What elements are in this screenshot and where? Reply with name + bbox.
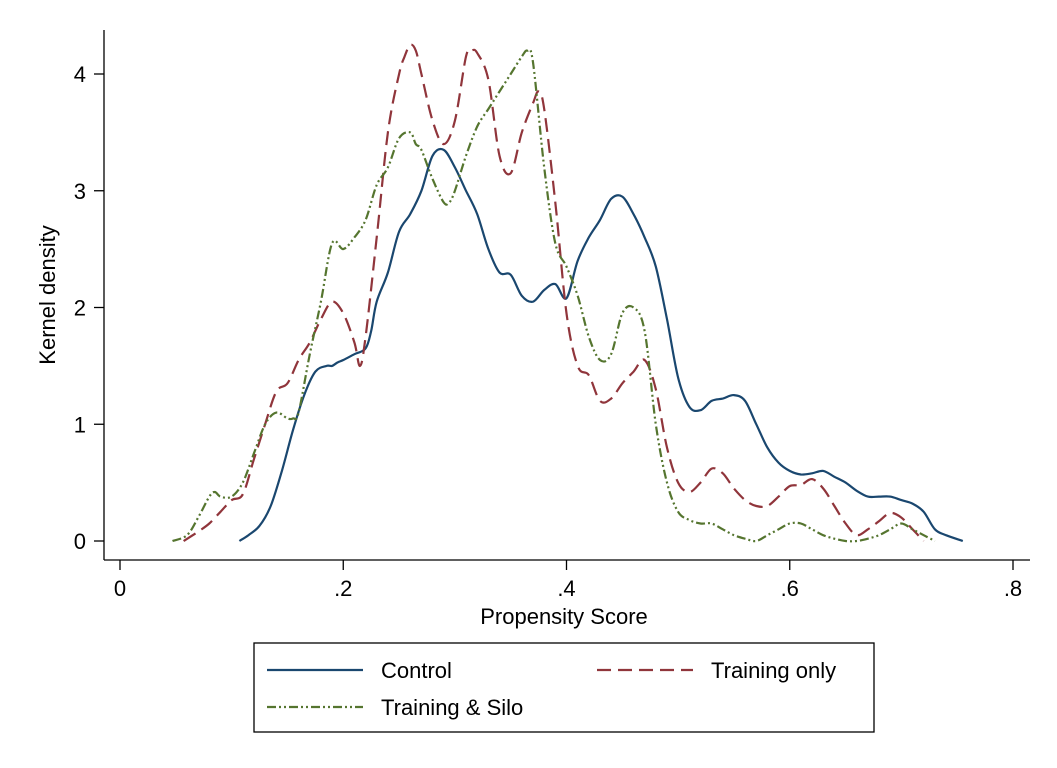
y-tick-label: 1 [74,412,86,437]
x-tick-label: .2 [334,576,352,601]
series-line-training-only [182,43,925,542]
x-axis-title: Propensity Score [480,604,648,629]
series-line-training-silo [172,48,936,543]
y-axis-title: Kernel density [35,225,60,364]
x-tick-label: .6 [781,576,799,601]
series-line-control [238,147,964,543]
legend: Control Training only Training & Silo [253,642,875,733]
legend-label-training-silo: Training & Silo [381,695,523,720]
y-ticks: 0 1 2 3 4 [74,62,104,554]
y-tick-label: 4 [74,62,86,87]
legend-box [253,642,875,733]
x-tick-label: 0 [114,576,126,601]
y-tick-label: 0 [74,529,86,554]
x-tick-label: .8 [1004,576,1022,601]
x-ticks: 0 .2 .4 .6 .8 [114,560,1022,601]
y-tick-label: 3 [74,179,86,204]
legend-label-control: Control [381,658,452,683]
legend-label-training-only: Training only [711,658,836,683]
y-tick-label: 2 [74,296,86,321]
x-tick-label: .4 [557,576,575,601]
series-layer [172,43,964,543]
